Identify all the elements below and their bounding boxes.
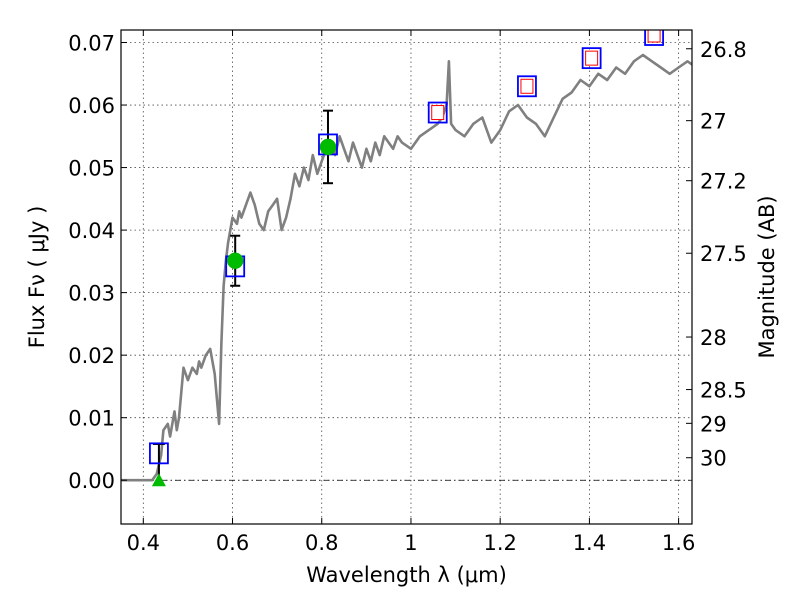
model-point-square (517, 75, 537, 98)
observed-point (319, 138, 337, 156)
axis-ticks: 0.4 0.6 0.8 1 1.2 1.4 1.6 0.00 0.01 0.02 0.03 0.04 0… (68, 30, 747, 555)
model-point (581, 47, 602, 70)
x-tick-label: 0.8 (305, 531, 338, 555)
x-tick-label: 0.6 (216, 531, 249, 555)
observed-point (226, 252, 244, 269)
model-point-square (149, 442, 169, 465)
x-tick-label: 1.6 (662, 531, 695, 555)
y-tick-label: 0.06 (68, 94, 115, 118)
mag-tick-label: 26.8 (700, 38, 747, 62)
model-point-inner-square (520, 78, 534, 94)
y-tick-label: 0.03 (68, 282, 115, 306)
spectrum-line (121, 53, 692, 482)
plot-frame (120, 29, 693, 525)
model-point-inner-square (431, 105, 445, 121)
mag-tick-label: 27 (700, 110, 727, 134)
mag-tick-label: 28.5 (700, 379, 747, 403)
model-point (149, 442, 169, 465)
y-tick-label: 0.00 (68, 469, 115, 493)
y2-axis-label: Magnitude (AB) (755, 195, 779, 358)
x-tick-label: 1 (404, 531, 417, 555)
y-tick-label: 0.05 (68, 157, 115, 181)
mag-tick-label: 29 (700, 412, 727, 436)
x-tick-label: 0.4 (127, 531, 160, 555)
model-point-inner-square (647, 30, 661, 43)
y-tick-label: 0.02 (68, 344, 115, 368)
upper-limit-marker (151, 473, 166, 487)
mag-tick-label: 28 (700, 326, 727, 350)
y-tick-label: 0.07 (68, 32, 115, 56)
mag-tick-label: 27.2 (700, 170, 747, 194)
y-axis-label: Flux Fν ( μJy ) (25, 206, 49, 349)
model-point (644, 30, 664, 46)
y-tick-label: 0.01 (68, 407, 115, 431)
model-point-square (427, 101, 448, 124)
model-point (517, 75, 537, 98)
model-point-inner-square (585, 50, 599, 66)
grid-lines (121, 30, 692, 524)
mag-tick-label: 27.5 (700, 242, 747, 266)
x-tick-label: 1.2 (483, 531, 516, 555)
x-axis-label: Wavelength λ (μm) (306, 563, 507, 587)
mag-tick-label: 30 (700, 447, 727, 471)
model-point (427, 101, 448, 124)
y-tick-label: 0.04 (68, 219, 115, 243)
x-tick-label: 1.4 (573, 531, 606, 555)
plot-area (121, 30, 692, 487)
model-point-square (581, 47, 602, 70)
model-point-square (644, 30, 664, 46)
